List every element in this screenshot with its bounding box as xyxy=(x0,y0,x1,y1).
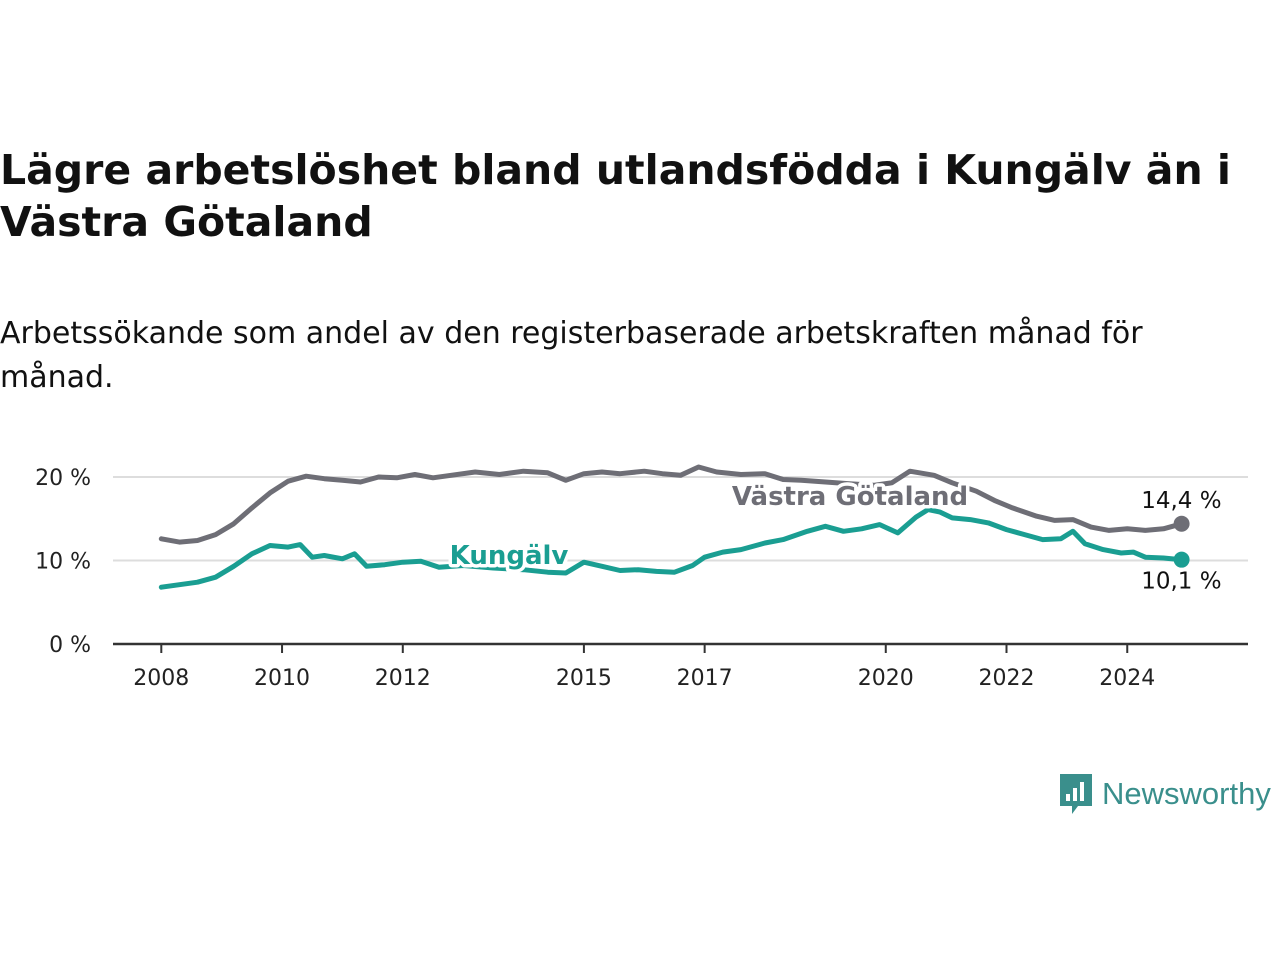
series-label-vastra-gotaland: Västra Götaland xyxy=(732,482,968,512)
end-label-kungalv: 10,1 % xyxy=(1141,569,1221,595)
y-tick-label: 20 % xyxy=(35,466,91,491)
x-tick-label: 2015 xyxy=(556,666,612,691)
x-tick-label: 2020 xyxy=(858,666,914,691)
x-tick-label: 2012 xyxy=(375,666,431,691)
y-tick-label: 10 % xyxy=(35,550,91,575)
chart-subtitle: Arbetssökande som andel av den registerb… xyxy=(0,316,1143,395)
y-tick-label: 0 % xyxy=(49,633,91,658)
x-tick-label: 2024 xyxy=(1099,666,1155,691)
end-point-vastra-gotaland xyxy=(1173,515,1190,532)
brand-name: Newsworthy xyxy=(1102,776,1271,811)
end-label-vastra-gotaland: 14,4 % xyxy=(1141,488,1221,514)
end-point-kungalv xyxy=(1173,551,1190,568)
x-tick-label: 2008 xyxy=(133,666,189,691)
series-lines xyxy=(158,464,1190,590)
y-axis-ticks: 0 % 10 % 20 % xyxy=(35,466,91,658)
x-tick-label: 2010 xyxy=(254,666,310,691)
series-label-vastra-gotaland-halo: Västra Götaland xyxy=(732,482,968,512)
chart-title: Lägre arbetslöshet bland utlandsfödda i … xyxy=(0,146,1231,246)
newsworthy-brand: Newsworthy xyxy=(1058,772,1271,816)
x-axis: 2008 2010 2012 2015 2017 2020 2022 2024 xyxy=(113,642,1248,691)
x-tick-label: 2022 xyxy=(979,666,1035,691)
series-line-vastra-gotaland xyxy=(158,464,1185,545)
series-label-kungalv-halo: Kungälv xyxy=(450,541,569,571)
x-tick-label: 2017 xyxy=(677,666,733,691)
newsworthy-logo-icon xyxy=(1060,774,1092,814)
series-label-kungalv: Kungälv xyxy=(450,541,569,571)
line-chart: 0 % 10 % 20 % 2008 2010 2012 2015 2017 2020 2022… xyxy=(35,464,1248,691)
series-line-kungalv xyxy=(158,507,1185,590)
